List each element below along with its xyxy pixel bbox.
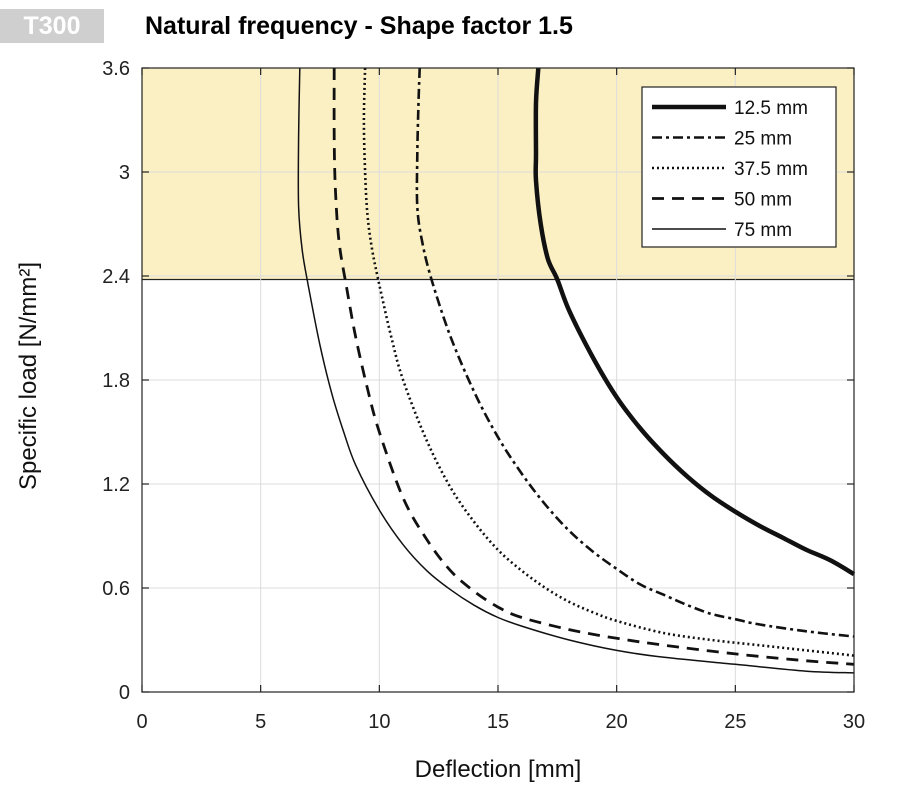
axis-ticks	[141, 67, 855, 693]
x-axis-label: Deflection [mm]	[415, 756, 582, 783]
x-tick-label: 25	[724, 711, 746, 733]
x-tick-label: 30	[843, 711, 865, 733]
y-tick-label: 3	[119, 162, 130, 184]
legend-label: 12.5 mm	[734, 98, 808, 119]
series-line-50-mm	[332, 67, 855, 666]
y-tick-label: 3.6	[102, 58, 130, 80]
y-tick-label: 0.6	[102, 578, 130, 600]
x-tick-label: 10	[368, 711, 390, 733]
legend-label: 50 mm	[734, 190, 792, 211]
legend-label: 25 mm	[734, 129, 792, 150]
x-tick-label: 15	[487, 711, 509, 733]
series-line-75-mm	[297, 67, 855, 674]
legend-box	[641, 86, 837, 248]
series-line-12-5-mm	[533, 67, 856, 577]
legend-label: 75 mm	[734, 220, 792, 241]
series-line-25-mm	[415, 67, 855, 638]
chart-title: Natural frequency - Shape factor 1.5	[145, 12, 573, 40]
legend: 12.5 mm 25 mm 37.5 mm 50 mm 75 mm	[641, 86, 837, 248]
chart-badge: T300	[0, 9, 104, 43]
y-tick-label: 0	[119, 682, 130, 704]
series-line-37-5-mm	[362, 67, 855, 657]
y-tick-label: 1.8	[102, 370, 130, 392]
x-tick-label: 0	[136, 711, 147, 733]
x-tick-label: 20	[606, 711, 628, 733]
y-tick-label: 1.2	[102, 474, 130, 496]
y-axis-label: Specific load [N/mm²]	[15, 262, 42, 490]
y-tick-label: 2.4	[102, 266, 130, 288]
x-tick-label: 5	[255, 711, 266, 733]
legend-label: 37.5 mm	[734, 159, 808, 180]
tick-labels: 0 5 10 15 20 25 30 0 0.6 1.2 1.8 2.4 3 3.6	[102, 58, 865, 733]
series-layer	[297, 67, 856, 674]
